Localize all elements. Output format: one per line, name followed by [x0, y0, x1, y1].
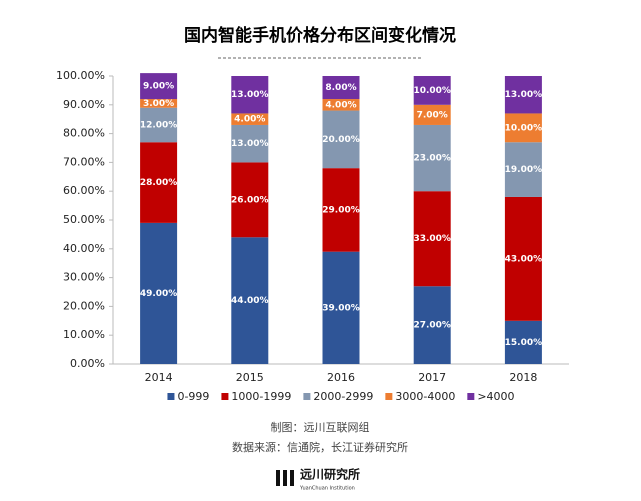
legend-swatch — [167, 393, 175, 400]
bar-segment — [140, 73, 178, 100]
x-tick-label: 2018 — [509, 371, 537, 384]
value-label: 20.00% — [322, 135, 360, 145]
x-tick-label: 2015 — [236, 371, 264, 384]
bar-segment — [322, 168, 360, 252]
value-label: 15.00% — [505, 338, 543, 348]
y-tick-label: 100.00% — [56, 69, 105, 82]
legend-label: >4000 — [477, 390, 514, 403]
legend-label: 0-999 — [177, 390, 209, 403]
value-label: 13.00% — [505, 90, 543, 100]
logo-sub: YuanChuan Institution — [299, 486, 355, 492]
value-label: 4.00% — [234, 115, 265, 125]
value-label: 8.00% — [325, 83, 356, 93]
value-label: 33.00% — [413, 234, 451, 244]
legend-swatch — [303, 393, 311, 400]
bar-segment — [140, 142, 178, 223]
source: 数据来源：信通院，长江证券研究所 — [232, 440, 408, 454]
bar-segment — [504, 196, 542, 321]
value-label: 44.00% — [231, 296, 269, 306]
bar-segment — [504, 142, 542, 197]
value-label: 10.00% — [413, 86, 451, 96]
legend-label: 3000-4000 — [395, 390, 455, 403]
bar-segment — [413, 286, 451, 364]
y-tick-label: 70.00% — [63, 155, 105, 168]
y-tick-label: 0.00% — [70, 357, 105, 370]
x-tick-label: 2016 — [327, 371, 355, 384]
bar-segment — [322, 99, 360, 111]
bar-segment — [140, 107, 178, 143]
value-label: 13.00% — [231, 90, 269, 100]
value-label: 43.00% — [505, 254, 543, 264]
bar-segment — [140, 222, 178, 364]
bar-segment — [231, 237, 269, 364]
y-tick-label: 80.00% — [63, 127, 105, 140]
bar-segment — [140, 99, 178, 108]
bar-segment — [322, 251, 360, 364]
y-tick-label: 90.00% — [63, 98, 105, 111]
bar-segment — [504, 320, 542, 364]
value-label: 12.00% — [140, 120, 178, 130]
y-tick-label: 20.00% — [63, 299, 105, 312]
y-tick-label: 60.00% — [63, 184, 105, 197]
value-label: 9.00% — [143, 82, 174, 92]
legend-swatch — [385, 393, 393, 400]
legend-swatch — [467, 393, 475, 400]
bar-segment — [322, 110, 360, 169]
bar-segment — [413, 124, 451, 192]
value-label: 27.00% — [413, 321, 451, 331]
x-tick-label: 2017 — [418, 371, 446, 384]
bar-segment — [504, 76, 542, 114]
y-tick-label: 50.00% — [63, 213, 105, 226]
value-label: 19.00% — [505, 165, 543, 175]
value-label: 7.00% — [417, 110, 448, 120]
value-label: 49.00% — [140, 289, 178, 299]
x-tick-label: 2014 — [145, 371, 173, 384]
bar-segment — [504, 113, 542, 143]
value-label: 13.00% — [231, 139, 269, 149]
chart-title: 国内智能手机价格分布区间变化情况 — [184, 25, 456, 46]
bar-segment — [322, 76, 360, 100]
y-tick-label: 40.00% — [63, 242, 105, 255]
bar-segment — [413, 191, 451, 287]
value-label: 3.00% — [143, 99, 174, 109]
value-label: 28.00% — [140, 178, 178, 188]
logo-icon — [276, 470, 294, 486]
legend-label: 2000-2999 — [313, 390, 373, 403]
bar-segment — [231, 124, 269, 163]
value-label: 4.00% — [325, 100, 356, 110]
value-label: 29.00% — [322, 205, 360, 215]
y-tick-label: 30.00% — [63, 271, 105, 284]
y-tick-label: 10.00% — [63, 328, 105, 341]
credit: 制图：远川互联网组 — [271, 420, 370, 434]
bar-segment — [231, 113, 269, 125]
bar-segment — [231, 76, 269, 114]
value-label: 23.00% — [413, 154, 451, 164]
logo-name: 远川研究所 — [300, 467, 360, 482]
legend-label: 1000-1999 — [231, 390, 291, 403]
legend-swatch — [221, 393, 229, 400]
value-label: 39.00% — [322, 303, 360, 313]
value-label: 10.00% — [505, 123, 543, 133]
bar-segment — [413, 104, 451, 125]
bar-segment — [231, 162, 269, 238]
bar-segment — [413, 76, 451, 105]
value-label: 26.00% — [231, 195, 269, 205]
